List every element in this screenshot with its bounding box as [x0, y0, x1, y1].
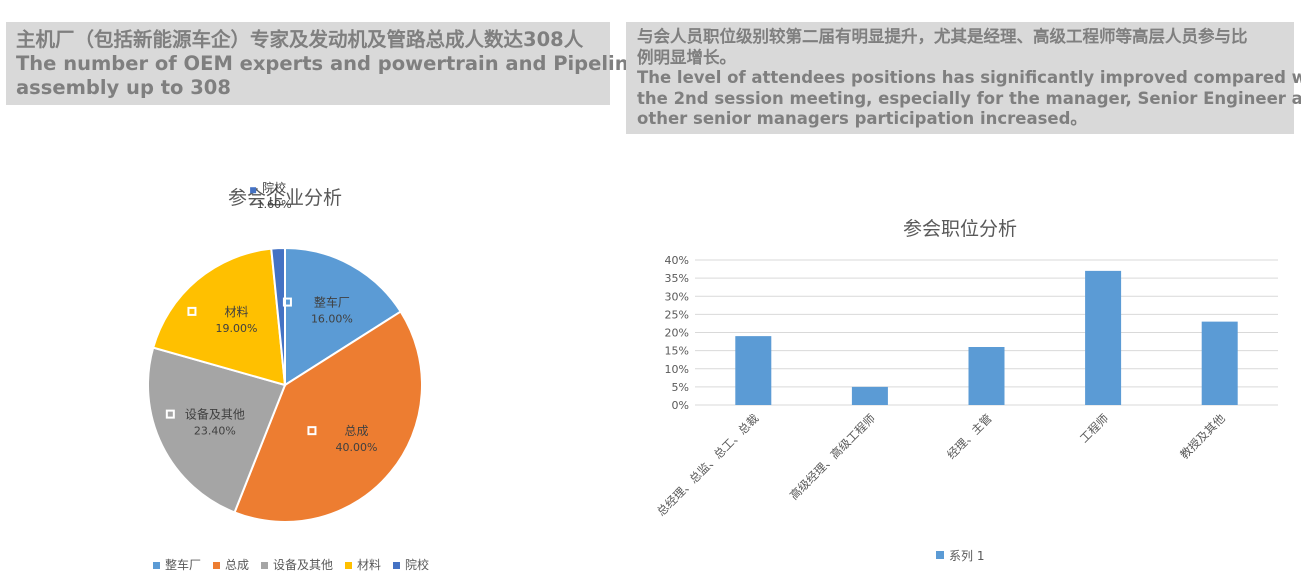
pie-label-category-1: 总成 — [344, 424, 368, 438]
pie-label-value-0: 16.00% — [311, 313, 353, 326]
bar-x-tick-label-1: 高级经理、高级工程师 — [787, 411, 878, 502]
bar-y-tick-label-8: 40% — [665, 254, 689, 267]
pie-legend-swatch-2 — [261, 562, 268, 569]
pie-slice-0 — [284, 246, 403, 387]
pie-legend-swatch-4 — [393, 562, 400, 569]
bar-x-tick-label-3: 工程师 — [1077, 411, 1111, 445]
bar-x-tick-label-2: 经理、主管 — [944, 411, 995, 462]
pie-legend-swatch-0 — [153, 562, 160, 569]
pie-legend-swatch-3 — [345, 562, 352, 569]
bar-y-tick-label-3: 15% — [665, 345, 689, 358]
banner-left-line-3: assembly up to 308 — [16, 76, 231, 99]
bar-0 — [735, 336, 772, 405]
pie-slice-4 — [270, 246, 286, 386]
pie-label-category-3: 材料 — [224, 305, 248, 319]
pie-slice-2 — [147, 346, 287, 514]
pie-label-value-4: 1.60% — [257, 198, 292, 211]
bar-2 — [968, 347, 1005, 405]
pie-label-value-1: 40.00% — [335, 441, 377, 454]
bar-y-tick-label-6: 30% — [665, 290, 689, 303]
pie-legend-label-1: 总成 — [225, 558, 249, 572]
pie-legend-label-3: 材料 — [357, 558, 381, 572]
pie-data-label-0: 整车厂 16.00% — [282, 295, 353, 326]
company-pie-chart: 参会企业分析 整车厂 16.00% 总成 40.00% 设备及其他 23.40% 材料 19.… — [147, 180, 429, 572]
bar-y-tick-label-4: 20% — [665, 327, 689, 340]
bar-1 — [851, 386, 888, 405]
pie-label-category-0: 整车厂 — [314, 295, 350, 310]
pie-label-marker-3 — [187, 306, 197, 316]
pie-label-category-4: 院校 — [262, 180, 286, 195]
pie-slice-1 — [233, 310, 423, 523]
bar-3 — [1085, 270, 1122, 405]
banner-right-line-5: other senior managers participation incr… — [637, 109, 1087, 128]
bar-y-tick-label-5: 25% — [665, 308, 689, 321]
pie-label-marker-1 — [307, 426, 317, 436]
bar-legend-swatch — [936, 551, 944, 559]
left-summary-banner: 主机厂（包括新能源车企）专家及发动机及管路总成人数达308人 The numbe… — [6, 22, 642, 105]
pie-data-label-1: 总成 40.00% — [307, 424, 377, 454]
bar-y-tick-label-0: 0% — [672, 399, 689, 412]
bar-y-tick-label-7: 35% — [665, 272, 689, 285]
bar-x-tick-label-0: 总经理、总监、总工、总裁 — [654, 411, 762, 519]
banner-left-line-1: 主机厂（包括新能源车企）专家及发动机及管路总成人数达308人 — [16, 28, 584, 51]
pie-legend-swatch-1 — [213, 562, 220, 569]
bar-y-tick-label-2: 10% — [665, 363, 689, 376]
pie-slice-3 — [151, 247, 287, 387]
bar-legend-label: 系列 1 — [949, 549, 984, 563]
pie-legend-label-0: 整车厂 — [165, 557, 201, 572]
banner-right-line-4: the 2nd session meeting, especially for … — [637, 88, 1301, 108]
banner-left-line-2: The number of OEM experts and powertrain… — [16, 52, 642, 75]
pie-data-label-2: 设备及其他 23.40% — [165, 408, 245, 438]
right-summary-banner: 与会人员职位级别较第二届有明显提升，尤其是经理、高级工程师等高层人员参与比 例明… — [626, 22, 1301, 134]
bar-y-tick-label-1: 5% — [672, 381, 689, 394]
banner-right-line-2: 例明显增长。 — [637, 47, 736, 67]
bar-4 — [1201, 321, 1238, 405]
banner-right-line-1: 与会人员职位级别较第二届有明显提升，尤其是经理、高级工程师等高层人员参与比 — [637, 27, 1248, 46]
pie-data-label-4: 院校 1.60% — [250, 180, 292, 211]
bar-chart-title: 参会职位分析 — [903, 218, 1017, 240]
pie-label-value-3: 19.00% — [215, 322, 257, 335]
pie-legend-label-4: 院校 — [405, 557, 429, 572]
bar-x-tick-label-4: 教授及其他 — [1177, 411, 1228, 462]
pie-label-value-2: 23.40% — [194, 425, 236, 438]
position-bar-chart: 参会职位分析 0% 5% 10% 15% 20% 25% 30% 35% 40% 总经理、总监、… — [654, 218, 1278, 563]
pie-label-marker-2 — [165, 409, 175, 419]
pie-label-marker-0 — [282, 297, 292, 307]
pie-label-category-2: 设备及其他 — [185, 408, 245, 422]
pie-legend-label-2: 设备及其他 — [273, 558, 333, 572]
pie-data-label-3: 材料 19.00% — [187, 305, 257, 335]
pie-chart-title: 参会企业分析 — [228, 187, 342, 209]
banner-right-line-3: The level of attendees positions has sig… — [637, 68, 1301, 87]
pie-label-marker-4 — [250, 187, 257, 194]
